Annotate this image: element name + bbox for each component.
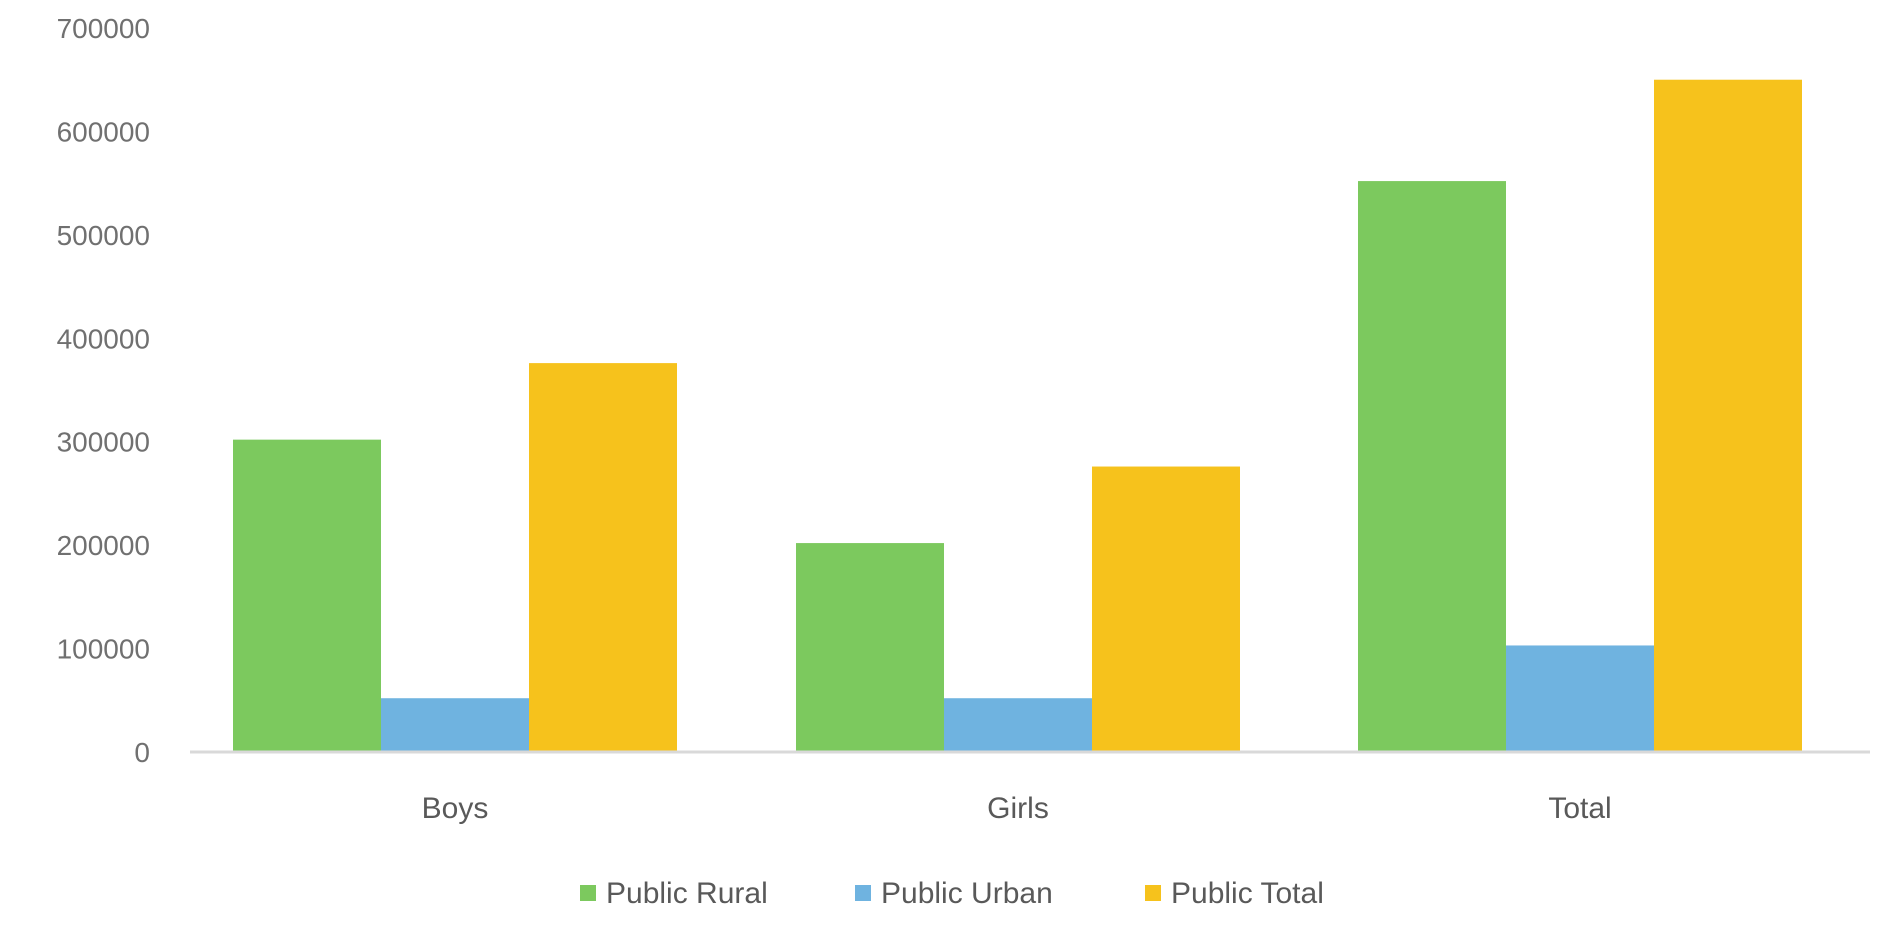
bar-public-total-total [1654, 79, 1802, 752]
x-axis-category-label: Total [1548, 792, 1611, 825]
y-axis-tick-labels: 0 100000 200000 300000 400000 500000 600000 700… [57, 13, 150, 768]
y-axis-tick-label: 100000 [57, 634, 150, 665]
legend-label-public-total: Public Total [1171, 877, 1324, 910]
y-axis-tick-label: 300000 [57, 427, 150, 458]
bar-public-total-girls [1092, 466, 1240, 752]
y-axis-tick-label: 200000 [57, 530, 150, 561]
bar-public-urban-girls [944, 698, 1092, 752]
y-axis-tick-label: 400000 [57, 323, 150, 354]
legend-swatch-public-urban [855, 885, 871, 901]
y-axis-tick-label: 500000 [57, 220, 150, 251]
bar-public-rural-girls [796, 543, 944, 752]
bar-public-urban-total [1506, 645, 1654, 752]
legend-swatch-public-total [1145, 885, 1161, 901]
bar-public-rural-total [1358, 181, 1506, 752]
bar-series-group [233, 79, 1802, 752]
chart-legend: Public Rural Public Urban Public Total [580, 877, 1324, 910]
bar-public-total-boys [529, 363, 677, 752]
legend-swatch-public-rural [580, 885, 596, 901]
x-axis-category-label: Boys [422, 792, 489, 825]
x-axis-category-label: Girls [987, 792, 1049, 825]
legend-label-public-rural: Public Rural [606, 877, 768, 910]
bar-public-urban-boys [381, 698, 529, 752]
y-axis-tick-label: 600000 [57, 116, 150, 147]
legend-label-public-urban: Public Urban [881, 877, 1053, 910]
x-axis-category-labels: Boys Girls Total [422, 792, 1612, 825]
y-axis-tick-label: 0 [134, 737, 150, 768]
bar-public-rural-boys [233, 439, 381, 752]
y-axis-tick-label: 700000 [57, 13, 150, 44]
